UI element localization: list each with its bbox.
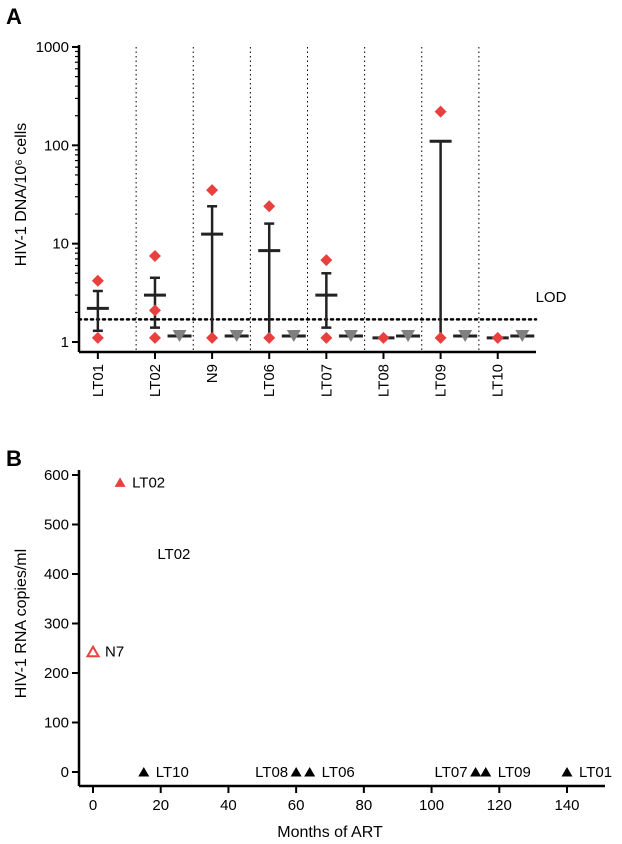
data-point-diamond	[320, 331, 333, 344]
x-tick-label: 140	[554, 797, 579, 814]
data-point-triangle	[470, 767, 482, 777]
x-tick-label: 60	[288, 797, 305, 814]
panel-a-chart: 1 10 100 1000 HIV-1 DNA/10⁶ cells LOD LT01 LT02…	[13, 39, 567, 397]
data-point-diamond	[434, 331, 447, 344]
data-point-triangle-down	[343, 330, 358, 343]
y-tick-label: 0	[61, 764, 69, 781]
y-tick-label: 100	[44, 137, 69, 154]
y-tick-label: 600	[44, 467, 69, 484]
data-point-diamond	[148, 304, 161, 317]
lod-label: LOD	[536, 289, 567, 306]
data-point-diamond	[148, 331, 161, 344]
data-point-triangle	[138, 767, 150, 777]
y-tick-label: 500	[44, 517, 69, 534]
x-tick-label: LT02	[147, 364, 164, 397]
data-point-diamond	[434, 105, 447, 118]
data-point-diamond	[148, 249, 161, 262]
point-label: LT01	[579, 764, 612, 781]
data-point-diamond	[206, 184, 219, 197]
data-point-diamond	[91, 274, 104, 287]
data-point-diamond	[206, 331, 219, 344]
annotation-label: LT02	[157, 546, 190, 563]
data-point-triangle	[561, 767, 573, 777]
data-point-diamond	[491, 331, 504, 344]
point-label: LT02	[132, 474, 165, 491]
y-tick-label: 400	[44, 566, 69, 583]
data-point-triangle-down	[172, 330, 187, 343]
x-tick-label: 100	[419, 797, 444, 814]
data-point-triangle	[290, 767, 302, 777]
data-point-diamond	[263, 331, 276, 344]
point-label: LT07	[435, 764, 468, 781]
x-tick-label: LT08	[375, 364, 392, 397]
x-tick-label: LT09	[433, 364, 450, 397]
data-point-diamond	[91, 331, 104, 344]
point-label: LT09	[498, 764, 531, 781]
y-tick-label: 1000	[36, 39, 69, 56]
data-point-triangle-down	[458, 330, 473, 343]
data-point-triangle-open	[85, 644, 101, 658]
y-tick-label: 1	[61, 334, 69, 351]
data-point-triangle-down	[515, 330, 530, 343]
point-label: N7	[105, 644, 124, 661]
data-point-triangle-down	[229, 330, 244, 343]
x-tick-label: LT07	[318, 364, 335, 397]
data-point-triangle	[304, 767, 316, 777]
x-tick-label: 40	[220, 797, 237, 814]
x-tick-label: 80	[356, 797, 373, 814]
data-point-diamond	[377, 331, 390, 344]
data-point-diamond	[263, 200, 276, 213]
y-axis-title: HIV-1 DNA/10⁶ cells	[13, 123, 30, 267]
y-tick-label: 100	[44, 715, 69, 732]
data-point-triangle-down	[286, 330, 301, 343]
data-point-triangle	[114, 477, 126, 487]
panel-a-label: A	[6, 4, 22, 29]
y-tick-label: 200	[44, 665, 69, 682]
data-point-triangle-down	[401, 330, 416, 343]
y-axis-title: HIV-1 RNA copies/ml	[13, 549, 30, 698]
panel-b-label: B	[6, 446, 22, 471]
x-axis-title: Months of ART	[277, 824, 383, 841]
x-tick-label: N9	[204, 364, 221, 383]
x-tick-label: 0	[89, 797, 97, 814]
data-point-diamond	[320, 254, 333, 267]
point-label: LT10	[156, 764, 189, 781]
x-tick-label: LT01	[90, 364, 107, 397]
point-label: LT06	[322, 764, 355, 781]
x-tick-label: 20	[152, 797, 169, 814]
x-tick-label: LT06	[261, 364, 278, 397]
y-tick-label: 300	[44, 616, 69, 633]
y-tick-label: 10	[52, 236, 69, 253]
x-tick-label: LT10	[490, 364, 507, 397]
panel-b-chart: 0 100 200 300 400 500 600 0 20 40 60 80 100 120 140 Mon…	[13, 467, 612, 841]
data-point-triangle	[480, 767, 492, 777]
point-label: LT08	[255, 764, 288, 781]
x-tick-label: 120	[487, 797, 512, 814]
